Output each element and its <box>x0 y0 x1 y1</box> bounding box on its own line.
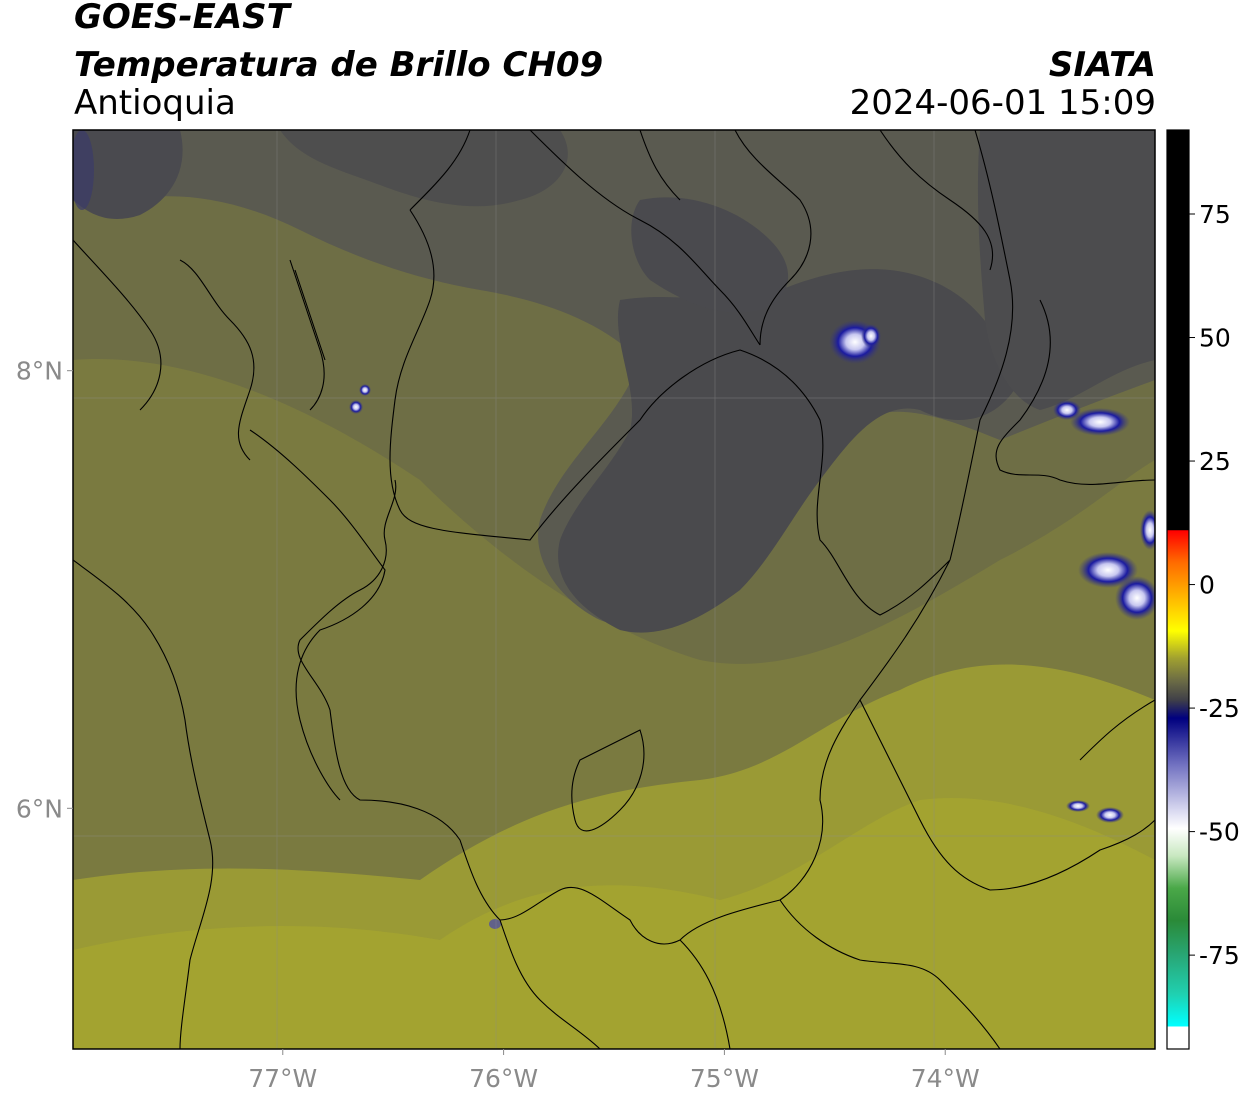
colorbar-tick-label: -25 <box>1199 694 1240 723</box>
latitude-tick-label: 8°N <box>16 357 63 386</box>
colorbar-tick-label: -75 <box>1199 941 1240 970</box>
region-label: Antioquia <box>74 83 236 123</box>
colorbar-scale <box>1167 130 1189 1049</box>
colorbar-tick-label: 25 <box>1199 447 1231 476</box>
latitude-ticks: 8°N 6°N <box>16 357 73 823</box>
longitude-ticks: 77°W 76°W 75°W 74°W <box>248 1049 980 1093</box>
latitude-tick-label: 6°N <box>16 794 63 823</box>
organization-label: SIATA <box>1048 45 1156 85</box>
department-boundaries <box>73 130 1155 1049</box>
product-title: Temperatura de Brillo CH09 <box>74 45 604 85</box>
colorbar-ticks: 75 50 25 0 -25 -50 -75 <box>1189 200 1240 970</box>
longitude-tick-label: 77°W <box>248 1064 317 1093</box>
longitude-tick-label: 76°W <box>469 1064 538 1093</box>
colorbar-tick-label: 50 <box>1199 324 1231 353</box>
colorbar-tick-label: 75 <box>1199 200 1231 229</box>
colorbar-tick-label: -50 <box>1199 818 1240 847</box>
gridlines <box>73 130 1155 1049</box>
datetime-label: 2024-06-01 15:09 <box>849 83 1156 123</box>
colorbar-frame <box>1166 129 1190 1050</box>
longitude-tick-label: 75°W <box>690 1064 759 1093</box>
longitude-tick-label: 74°W <box>911 1064 980 1093</box>
satellite-title: GOES-EAST <box>74 0 290 37</box>
brightness-temperature-field <box>73 130 1155 1049</box>
map-frame <box>72 129 1156 1050</box>
colorbar-tick-label: 0 <box>1199 571 1215 600</box>
